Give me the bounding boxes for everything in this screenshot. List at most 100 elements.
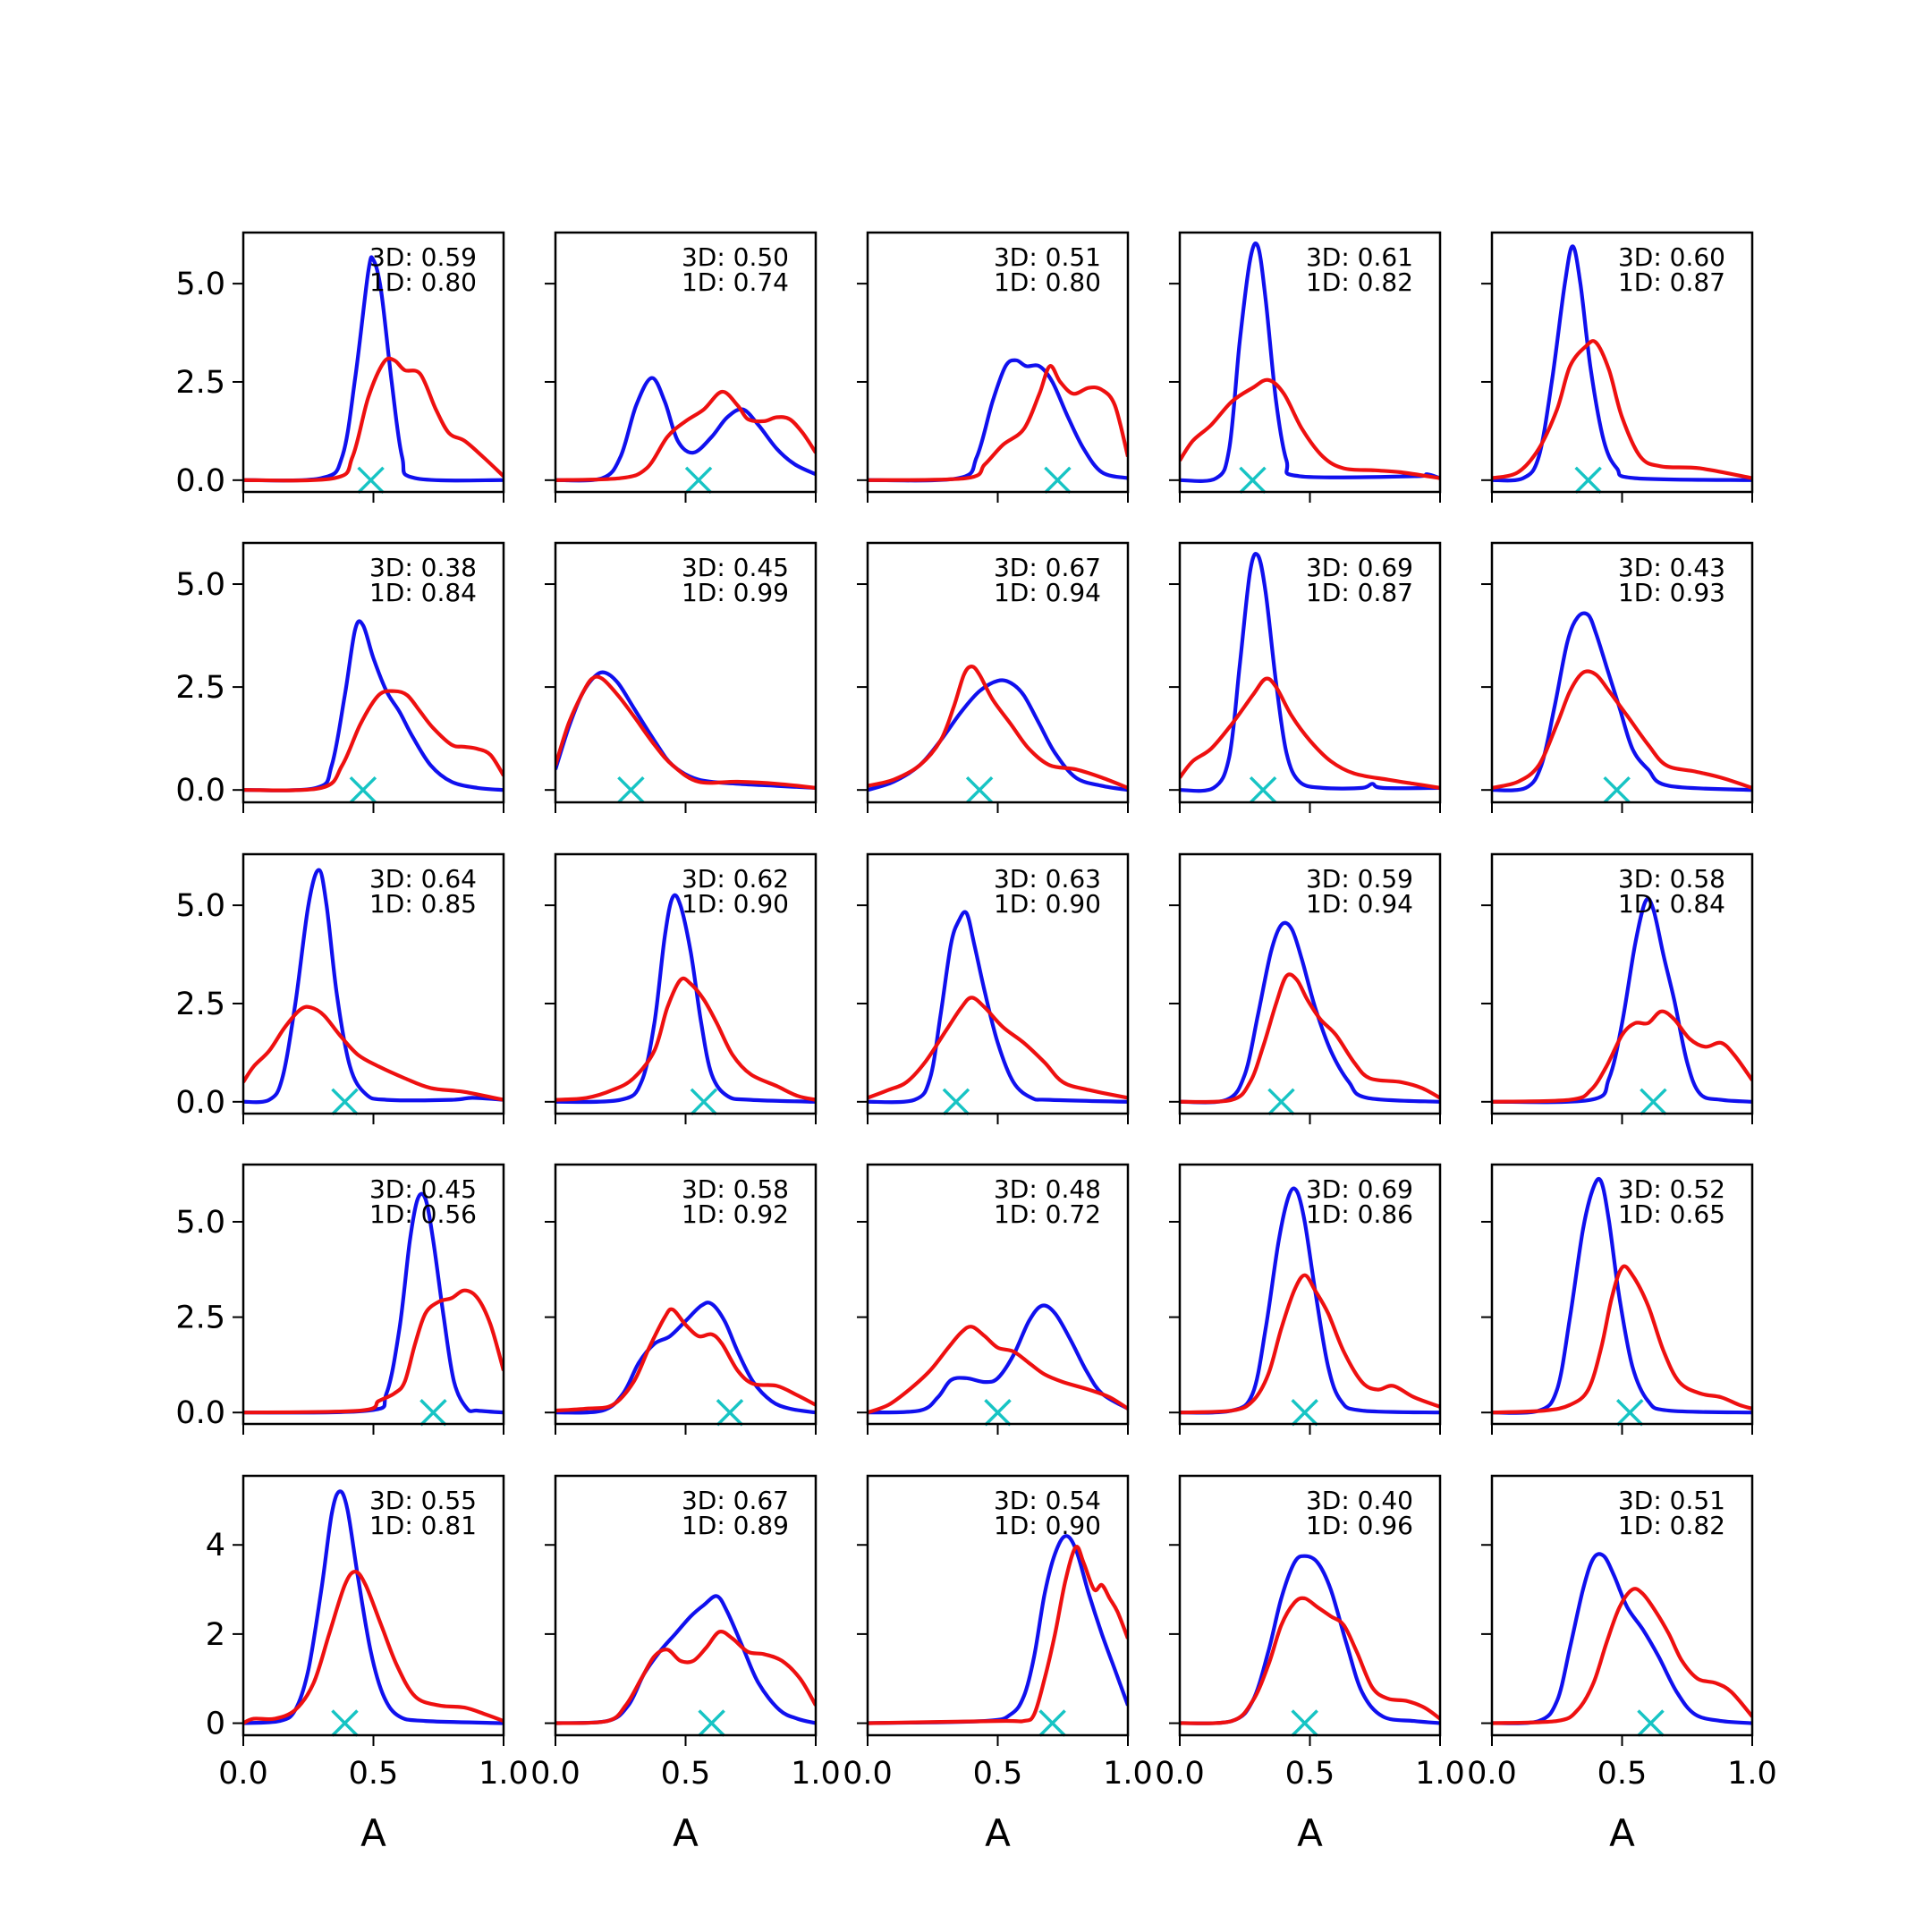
x-axis-label: A [360,1811,386,1855]
x-marker [1615,1398,1644,1427]
label-1d: 1D: 0.90 [994,1511,1101,1540]
series-3d-line [243,255,504,483]
label-1d: 1D: 0.94 [994,578,1101,607]
x-marker-stroke [942,1088,970,1116]
y-tick-label: 0.0 [175,1085,225,1121]
label-3d: 3D: 0.64 [369,864,477,894]
series-3d-line [1492,1176,1752,1415]
label-1d: 1D: 0.85 [369,889,477,919]
label-3d: 3D: 0.51 [994,242,1101,272]
x-tick-label: 1.0 [1727,1756,1777,1792]
label-3d: 3D: 0.59 [369,242,477,272]
x-tick-label: 0.5 [1285,1756,1335,1792]
x-marker [1038,1709,1066,1737]
series-3d-line [555,893,816,1105]
label-3d: 3D: 0.48 [994,1174,1101,1204]
series-3d-line [868,1303,1128,1415]
series-1d-line [1180,377,1440,480]
x-tick-label: 0.5 [661,1756,711,1792]
label-1d: 1D: 0.87 [1306,578,1413,607]
series-3d-line [1492,896,1752,1105]
label-1d: 1D: 0.82 [1618,1511,1725,1540]
x-marker [984,1398,1012,1427]
label-1d: 1D: 0.99 [682,578,789,607]
x-marker-stroke [1615,1398,1644,1427]
label-3d: 3D: 0.62 [682,864,789,894]
x-marker-stroke [1640,1088,1667,1116]
x-tick-label: 0.0 [1467,1756,1517,1792]
x-marker [1249,775,1277,804]
x-marker [698,1709,725,1737]
series-1d-line [868,665,1128,790]
x-marker-stroke [698,1709,725,1737]
series-3d-line [243,619,504,792]
y-tick-label: 2.5 [175,987,225,1022]
label-1d: 1D: 0.92 [682,1199,789,1229]
series-1d-line [1180,1273,1440,1415]
label-3d: 3D: 0.69 [1306,553,1413,582]
label-1d: 1D: 0.90 [682,889,789,919]
label-1d: 1D: 0.82 [1306,267,1413,297]
label-1d: 1D: 0.93 [1618,578,1725,607]
y-tick-label: 0.0 [175,1395,225,1431]
series-3d-line [1180,552,1440,793]
label-1d: 1D: 0.72 [994,1199,1101,1229]
series-1d-line [243,1570,504,1725]
series-1d-line [868,996,1128,1100]
label-1d: 1D: 0.89 [682,1511,789,1540]
label-3d: 3D: 0.52 [1618,1174,1725,1204]
x-marker-stroke [331,1709,359,1737]
x-marker [965,775,994,804]
label-1d: 1D: 0.56 [369,1199,477,1229]
series-1d-line [243,1004,504,1102]
y-tick-label: 5.0 [175,1205,225,1241]
label-3d: 3D: 0.67 [682,1486,789,1515]
x-marker-stroke [1291,1398,1318,1427]
x-marker [1637,1709,1665,1737]
x-marker [1267,1088,1295,1116]
label-3d: 3D: 0.69 [1306,1174,1413,1204]
y-tick-label: 0.0 [175,773,225,809]
x-tick-label: 1.0 [1415,1756,1465,1792]
series-1d-line [868,1545,1128,1725]
x-marker-stroke [357,466,385,495]
label-1d: 1D: 0.84 [369,578,477,607]
y-tick-label: 2.5 [175,365,225,401]
y-tick-label: 5.0 [175,267,225,302]
x-marker [331,1088,359,1116]
x-tick-label: 0.5 [1597,1756,1648,1792]
label-3d: 3D: 0.58 [1618,864,1725,894]
series-1d-line [1180,1596,1440,1725]
y-tick-label: 2.5 [175,1301,225,1336]
x-marker [1291,1709,1318,1737]
label-1d: 1D: 0.86 [1306,1199,1413,1229]
x-marker [349,775,377,804]
label-1d: 1D: 0.87 [1618,267,1725,297]
y-tick-label: 5.0 [175,888,225,924]
series-1d-line [868,1325,1128,1415]
label-3d: 3D: 0.45 [682,553,789,582]
x-marker [357,466,385,495]
label-1d: 1D: 0.65 [1618,1199,1725,1229]
x-tick-label: 0.0 [530,1756,580,1792]
series-3d-line [868,1534,1128,1725]
y-tick-label: 2 [206,1617,225,1653]
x-tick-label: 1.0 [479,1756,529,1792]
x-marker-stroke [1239,466,1267,495]
x-marker [1640,1088,1667,1116]
x-tick-label: 0.5 [349,1756,399,1792]
x-marker-stroke [1044,466,1072,495]
label-1d: 1D: 0.90 [994,889,1101,919]
